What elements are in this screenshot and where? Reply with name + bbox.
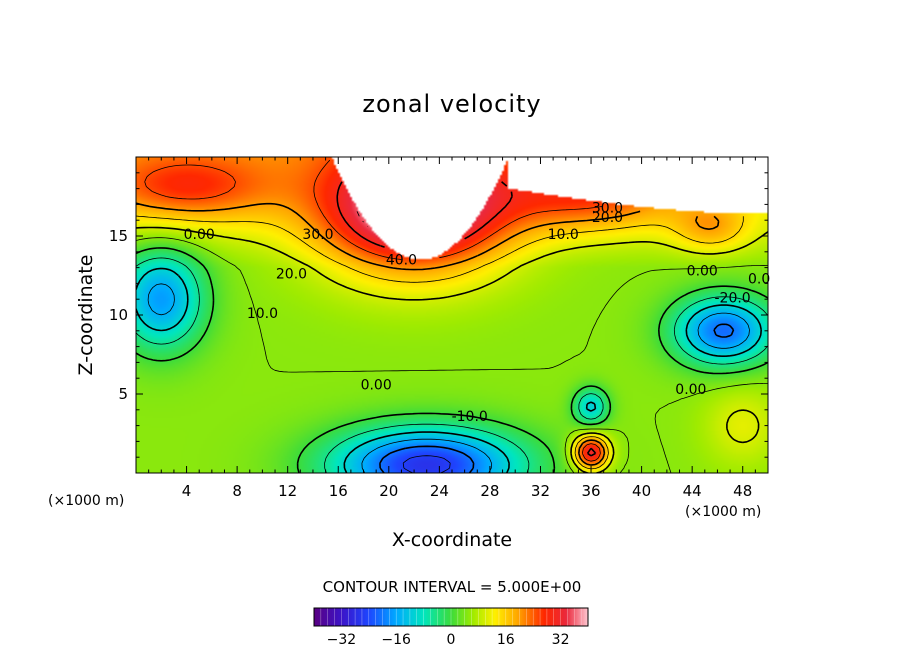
contour-line-neg20 [379, 323, 735, 473]
x-tick-label: 32 [531, 482, 550, 500]
x-tick-label: 36 [581, 482, 600, 500]
contour-label: 0.00 [675, 382, 706, 398]
contour-line-20 [136, 202, 720, 466]
x-tick-label: 16 [329, 482, 348, 500]
x-tick-label: 24 [430, 482, 449, 500]
y-tick-label: 5 [118, 385, 128, 403]
x-tick-label: 28 [480, 482, 499, 500]
contour-line-35 [356, 211, 368, 227]
contour-label: 30.0 [302, 227, 333, 243]
x-axis-label: X-coordinate [392, 529, 512, 551]
colorbar-tick-label: 32 [552, 632, 570, 648]
contour-label: 20.0 [276, 267, 307, 283]
contour-line-15 [136, 215, 744, 470]
contour-label: 0.0 [748, 271, 770, 287]
x-unit-right: (×1000 m) [685, 504, 761, 520]
colorbar-tick-label: −32 [327, 632, 357, 648]
x-tick-label: 40 [632, 482, 651, 500]
x-tick-label: 44 [683, 482, 702, 500]
x-tick-label: 12 [278, 482, 297, 500]
colorbar-frame [313, 607, 589, 627]
x-tick-label: 48 [733, 482, 752, 500]
x-tick-label: 4 [182, 482, 192, 500]
colorbar-stripes [313, 608, 589, 626]
y-tick-label: 10 [109, 306, 128, 324]
contour-line-neg10 [136, 267, 762, 473]
contour-label: -20.0 [714, 290, 750, 306]
contour-line-25 [144, 159, 603, 462]
colorbar-tick-labels: −32 −16 0 16 32 [327, 632, 570, 648]
y-tick-label: 15 [109, 227, 128, 245]
contour-label: 0.00 [184, 227, 215, 243]
contour-label: 10.0 [247, 306, 278, 322]
contour-label: -10.0 [452, 409, 488, 425]
colorbar-tick-label: 0 [447, 632, 456, 648]
colorbar: −32 −16 0 16 32 [313, 607, 589, 648]
y-axis-label: Z-coordinate [75, 255, 97, 376]
contour-line-0 [136, 247, 768, 473]
y-tick-labels: 5 10 15 [109, 227, 128, 403]
x-tick-label: 20 [379, 482, 398, 500]
contour-line-10 [136, 226, 768, 473]
contour-label: 40.0 [386, 252, 417, 268]
contour-labels: 40.030.030.020.020.010.010.00.000.000.00… [184, 200, 771, 425]
x-unit-left: (×1000 m) [48, 493, 124, 509]
plot-area: 40.030.030.020.020.010.010.00.000.000.00… [135, 156, 771, 474]
contour-label: 0.00 [687, 264, 718, 280]
contour-label: 30.0 [592, 200, 623, 216]
contour-label: 0.00 [361, 377, 392, 393]
contour-lines [136, 159, 768, 473]
contour-label: 10.0 [548, 227, 579, 243]
contour-line-5 [136, 237, 768, 473]
contour-label: 20.0 [592, 210, 623, 226]
chart-title: zonal velocity [362, 90, 541, 118]
x-tick-labels: 4 8 12 16 20 24 28 32 36 40 44 48 [182, 482, 752, 500]
x-tick-label: 8 [232, 482, 242, 500]
contour-line-neg5 [136, 257, 768, 473]
contour-line-neg25 [402, 455, 451, 473]
contour-interval-text: CONTOUR INTERVAL = 5.000E+00 [323, 578, 582, 596]
colorbar-tick-label: 16 [497, 632, 515, 648]
contour-line-neg15 [147, 283, 750, 473]
tick-marks [136, 157, 768, 473]
colorbar-tick-label: −16 [381, 632, 411, 648]
